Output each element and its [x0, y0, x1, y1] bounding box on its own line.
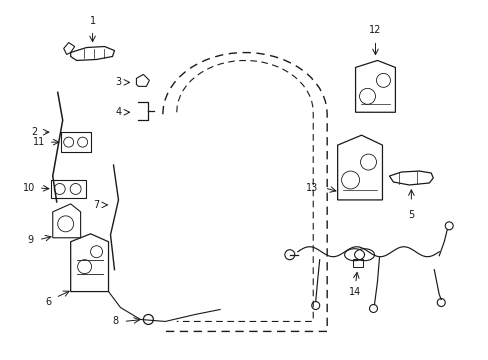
Text: 11: 11: [33, 137, 45, 147]
Text: 14: 14: [349, 287, 361, 297]
Text: 1: 1: [89, 15, 96, 26]
Text: 2: 2: [32, 127, 38, 137]
Text: 5: 5: [407, 210, 414, 220]
Text: 13: 13: [305, 183, 317, 193]
Text: 7: 7: [93, 200, 100, 210]
Text: 8: 8: [112, 316, 118, 327]
Text: 12: 12: [368, 24, 381, 35]
Text: 3: 3: [115, 77, 122, 87]
Text: 9: 9: [28, 235, 34, 245]
Text: 4: 4: [115, 107, 122, 117]
Text: 6: 6: [45, 297, 52, 306]
Text: 10: 10: [22, 183, 35, 193]
